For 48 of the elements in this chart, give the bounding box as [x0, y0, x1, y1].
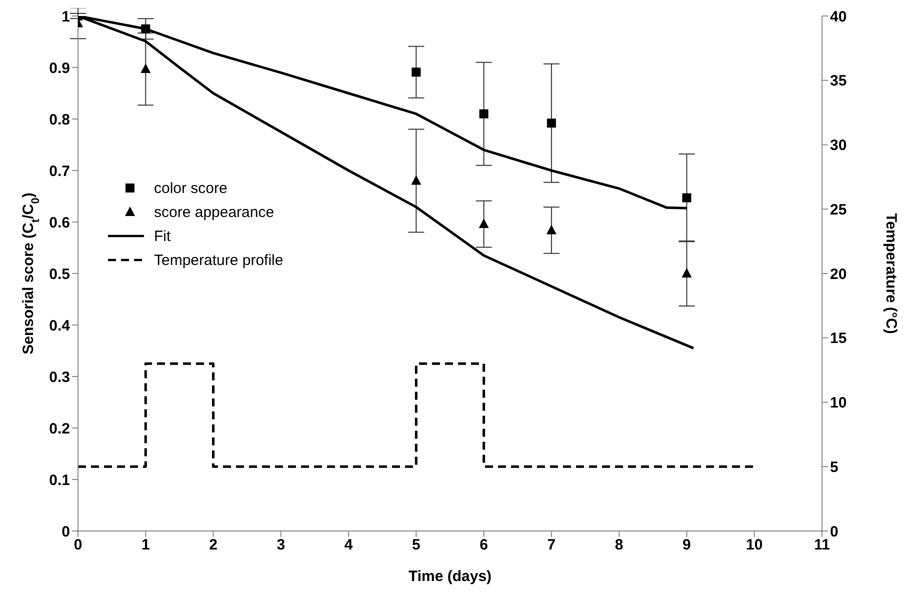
x-tick-label: 5 — [412, 536, 420, 554]
y-tick-label: 0.3 — [49, 368, 70, 386]
x-tick-label: 10 — [746, 536, 763, 554]
x-tick-label: 2 — [209, 536, 218, 554]
y-tick-label: 0.9 — [49, 60, 70, 77]
y2-tick-label: 5 — [830, 458, 838, 476]
x-tick-label: 11 — [814, 536, 830, 554]
y-tick-label: 1 — [62, 8, 70, 26]
point — [140, 64, 151, 74]
y-tick-label: 0.7 — [49, 162, 70, 180]
x-tick-label: 7 — [547, 536, 556, 554]
y2-axis-title: Temperature (°C) — [882, 213, 900, 334]
point — [682, 193, 692, 202]
point — [141, 24, 150, 34]
legend-label: Fit — [154, 228, 171, 244]
y-tick-label: 0 — [62, 523, 70, 540]
point — [479, 109, 488, 118]
legend-label: Temperature profile — [154, 252, 284, 268]
point — [411, 175, 422, 185]
y2-tick-label: 0 — [830, 523, 838, 540]
y-tick-label: 0.4 — [49, 317, 71, 334]
y2-tick-label: 40 — [830, 8, 847, 26]
y2-tick-label: 20 — [830, 266, 847, 283]
x-tick-label: 1 — [141, 536, 150, 554]
y2-tick-label: 30 — [830, 137, 847, 154]
x-tick-label: 4 — [344, 536, 354, 554]
point — [546, 118, 556, 128]
y2-tick-label: 10 — [830, 394, 847, 412]
y2-tick-label: 25 — [830, 201, 847, 218]
y2-tick-label: 35 — [830, 72, 847, 90]
y-tick-label: 0.2 — [49, 420, 70, 438]
y-tick-label: 0.6 — [49, 214, 70, 232]
x-tick-label: 0 — [74, 536, 82, 554]
point — [682, 268, 692, 278]
point — [546, 224, 556, 234]
legend-label: color score — [154, 180, 228, 196]
y-tick-label: 0.8 — [49, 111, 70, 128]
point — [478, 218, 489, 228]
x-tick-label: 9 — [682, 536, 691, 554]
x-axis-title: Time (days) — [408, 568, 492, 585]
y2-tick-label: 15 — [830, 330, 847, 348]
x-tick-label: 6 — [480, 536, 488, 554]
x-tick-label: 3 — [276, 536, 286, 554]
legend-label: score appearance — [154, 204, 274, 220]
y-tick-label: 0.5 — [49, 266, 70, 283]
x-tick-label: 8 — [614, 536, 624, 554]
point — [412, 68, 421, 77]
y-tick-label: 0.1 — [49, 472, 70, 489]
